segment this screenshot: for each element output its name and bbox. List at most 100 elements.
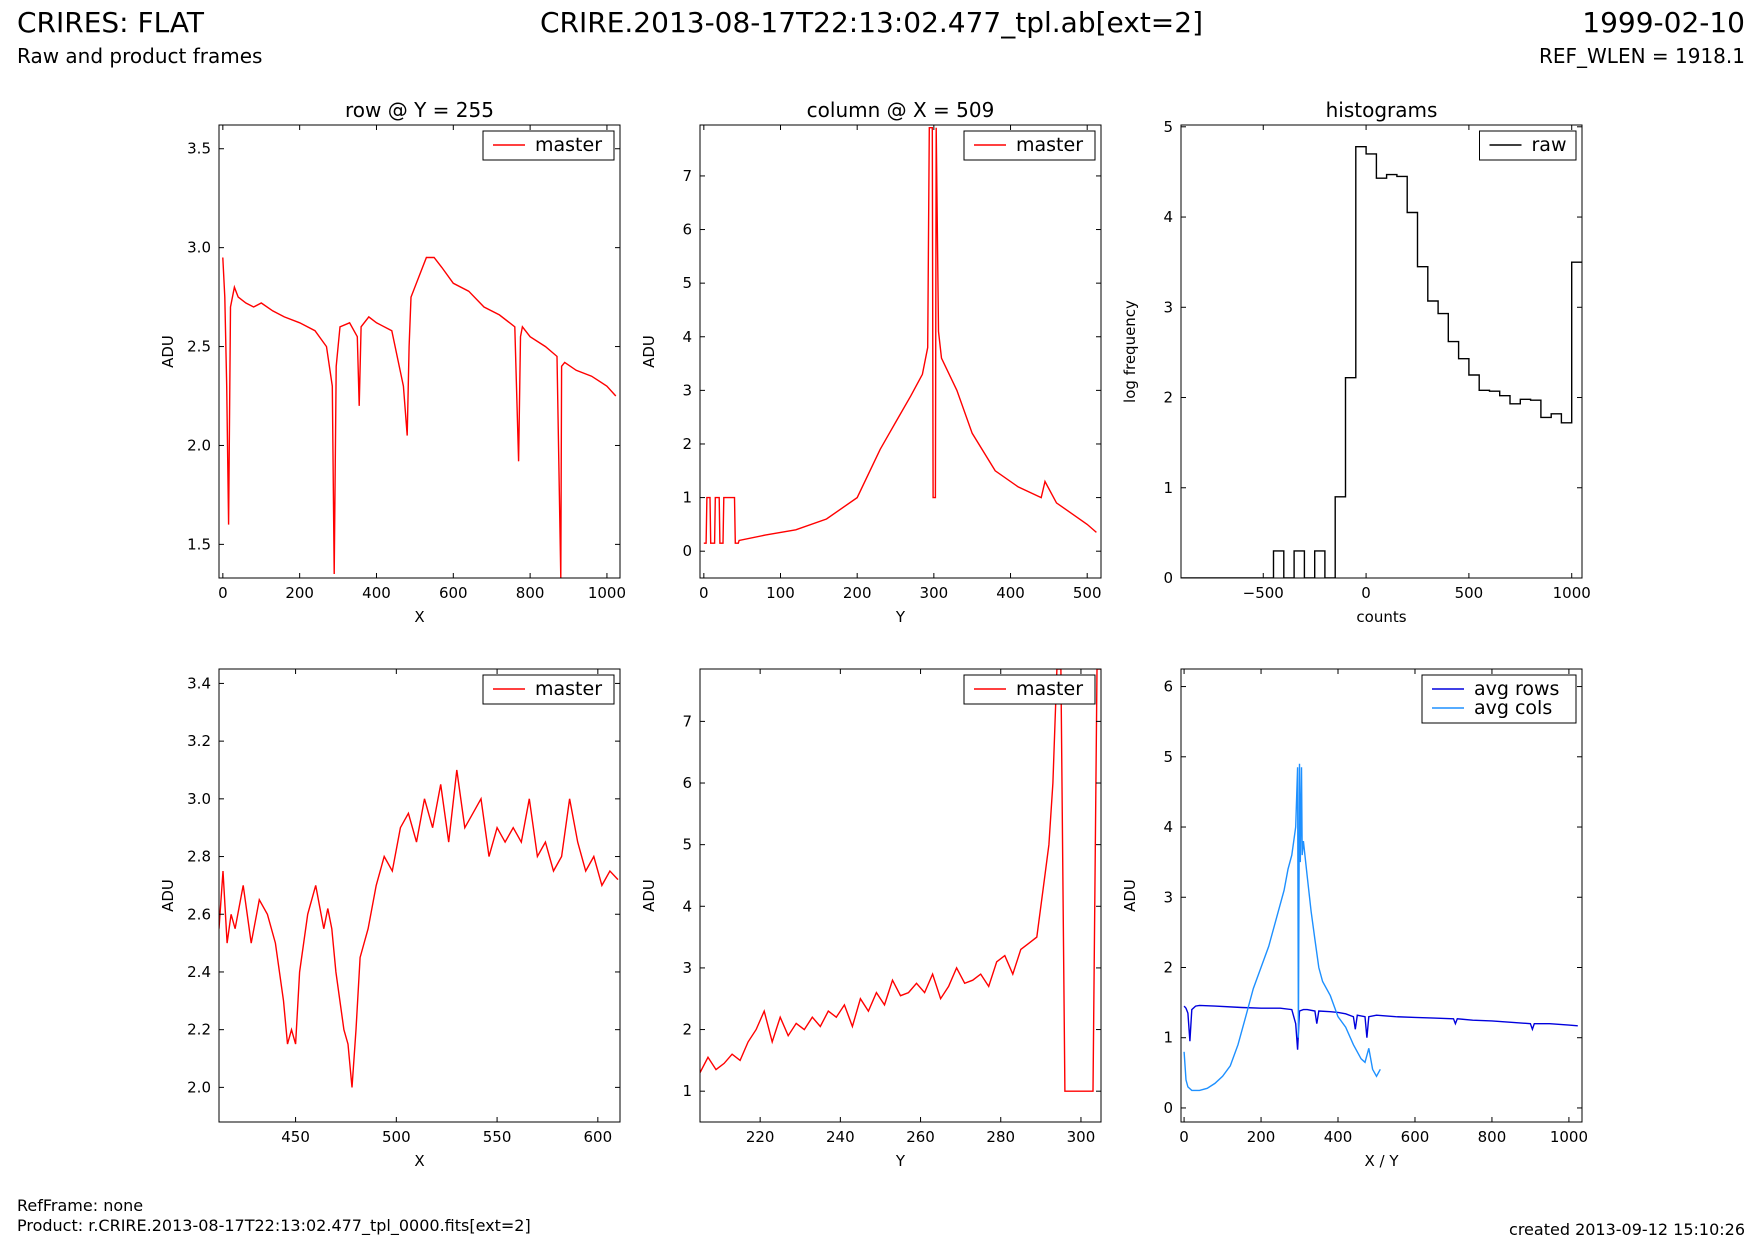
legend: master: [963, 674, 1096, 705]
x-tick-label: 1000: [588, 584, 626, 602]
x-tick-label: 300: [1067, 1128, 1096, 1146]
y-tick-label: 2.4: [187, 963, 211, 981]
footer-created: created 2013-09-12 15:10:26: [1509, 1220, 1745, 1239]
y-tick-label: 5: [682, 274, 692, 292]
y-tick-label: 4: [1163, 818, 1173, 836]
y-tick-label: 6: [1163, 678, 1173, 696]
report-ref-wlen: REF_WLEN = 1918.1: [1538, 44, 1745, 68]
series-line-avg-cols: [1183, 763, 1381, 1092]
y-axis-label: ADU: [159, 335, 177, 368]
chart-title: row @ Y = 255: [345, 98, 494, 122]
chart-title: column @ X = 509: [807, 98, 995, 122]
x-tick-label: 450: [281, 1128, 310, 1146]
x-tick-label: 800: [1478, 1128, 1507, 1146]
series-line-master: [703, 126, 1097, 544]
chart-column-zoom: 220 240 260 280 300 1 2 3 4 5 6 7 Y ADU master: [640, 668, 1102, 1170]
y-tick-label: 3: [1163, 298, 1173, 316]
x-tick-label: 260: [906, 1128, 935, 1146]
y-axis-label: ADU: [640, 335, 658, 368]
x-axis-label: Y: [895, 1152, 906, 1170]
plot-frame: [218, 124, 621, 579]
y-tick-label: 1: [1163, 1029, 1173, 1047]
y-axis-label: ADU: [1121, 879, 1139, 912]
plot-frame: [1180, 124, 1583, 579]
legend: master: [482, 674, 615, 705]
chart-row: 0 200 400 600 800 1000 1.5 2.0 2.5 3.0 3.5 row @ Y …: [159, 98, 626, 626]
report-title: CRIRES: FLAT: [17, 6, 204, 39]
series-line-master: [222, 256, 617, 578]
x-tick-label: 200: [285, 584, 314, 602]
x-axis-label: X: [414, 608, 424, 626]
legend: raw: [1479, 130, 1577, 161]
x-axis-label: Y: [895, 608, 906, 626]
report-date: 1999-02-10: [1582, 6, 1745, 39]
y-tick-label: 3.4: [187, 674, 211, 692]
y-tick-label: 2: [1163, 389, 1173, 407]
plot-frame: [218, 668, 621, 1123]
y-axis-label: ADU: [640, 879, 658, 912]
y-tick-label: 0: [1163, 1099, 1173, 1117]
x-tick-label: 600: [1401, 1128, 1430, 1146]
x-tick-label: 1000: [1550, 1128, 1588, 1146]
x-tick-label: 500: [1073, 584, 1102, 602]
plot-frame: [699, 668, 1102, 1123]
y-tick-label: 4: [682, 897, 692, 915]
x-tick-label: 0: [218, 584, 228, 602]
y-tick-label: 2.8: [187, 848, 211, 866]
y-tick-label: 2.2: [187, 1021, 211, 1039]
y-tick-label: 7: [682, 167, 692, 185]
x-tick-label: 600: [439, 584, 468, 602]
x-tick-label: 100: [766, 584, 795, 602]
x-tick-label: 550: [483, 1128, 512, 1146]
y-tick-label: 3.0: [187, 790, 211, 808]
footer-product: Product: r.CRIRE.2013-08-17T22:13:02.477…: [17, 1216, 531, 1235]
y-tick-label: 3: [682, 959, 692, 977]
legend-box: [1421, 674, 1577, 724]
y-tick-label: 2.0: [187, 436, 211, 454]
x-tick-label: 200: [843, 584, 872, 602]
chart-histograms: −500 0 500 1000 0 1 2 3 4 5 histograms counts log fr…: [1121, 98, 1591, 626]
chart-row-zoom: 450 500 550 600 2.0 2.2 2.4 2.6 2.8 3.0 3.2 3.4 X ADU…: [159, 668, 621, 1170]
x-tick-label: 200: [1247, 1128, 1276, 1146]
y-tick-label: 2.5: [187, 338, 211, 356]
x-tick-label: 1000: [1553, 584, 1591, 602]
y-tick-label: 2.0: [187, 1078, 211, 1096]
y-tick-label: 1: [682, 489, 692, 507]
y-tick-label: 4: [682, 328, 692, 346]
x-tick-label: 400: [996, 584, 1025, 602]
x-tick-label: 500: [1455, 584, 1484, 602]
y-tick-label: 1: [1163, 479, 1173, 497]
x-tick-label: 240: [826, 1128, 855, 1146]
legend-label: raw: [1532, 134, 1567, 156]
y-tick-label: 0: [682, 542, 692, 560]
y-tick-label: 5: [1163, 748, 1173, 766]
x-tick-label: 300: [920, 584, 949, 602]
legend-label: master: [1016, 134, 1083, 156]
x-axis-label: counts: [1356, 608, 1406, 626]
y-tick-label: 6: [682, 774, 692, 792]
legend-label: master: [535, 678, 602, 700]
chart-averages: 0 200 400 600 800 1000 0 1 2 3 4 5 6 X / Y ADU avg rows…: [1121, 668, 1588, 1170]
x-tick-label: 400: [1324, 1128, 1353, 1146]
x-tick-label: 0: [1179, 1128, 1189, 1146]
x-axis-label: X / Y: [1364, 1152, 1399, 1170]
y-tick-label: 2: [1163, 958, 1173, 976]
x-tick-label: 0: [699, 584, 709, 602]
y-tick-label: 2: [682, 1021, 692, 1039]
x-tick-label: 280: [986, 1128, 1015, 1146]
y-tick-label: 6: [682, 221, 692, 239]
plot-frame: [1180, 668, 1583, 1123]
series-line-avg-rows: [1183, 1004, 1578, 1050]
y-tick-label: 3.0: [187, 239, 211, 257]
x-tick-label: 500: [382, 1128, 411, 1146]
chart-title: histograms: [1326, 98, 1438, 122]
x-tick-label: −500: [1243, 584, 1284, 602]
y-tick-label: 4: [1163, 208, 1173, 226]
legend: master: [482, 130, 615, 161]
legend-label: master: [1016, 678, 1083, 700]
y-axis-label: log frequency: [1121, 300, 1139, 403]
chart-column: 0 100 200 300 400 500 0 1 2 3 4 5 6 7 column @ X = 509…: [640, 98, 1102, 626]
x-tick-label: 400: [362, 584, 391, 602]
report-subtitle: Raw and product frames: [17, 44, 263, 68]
